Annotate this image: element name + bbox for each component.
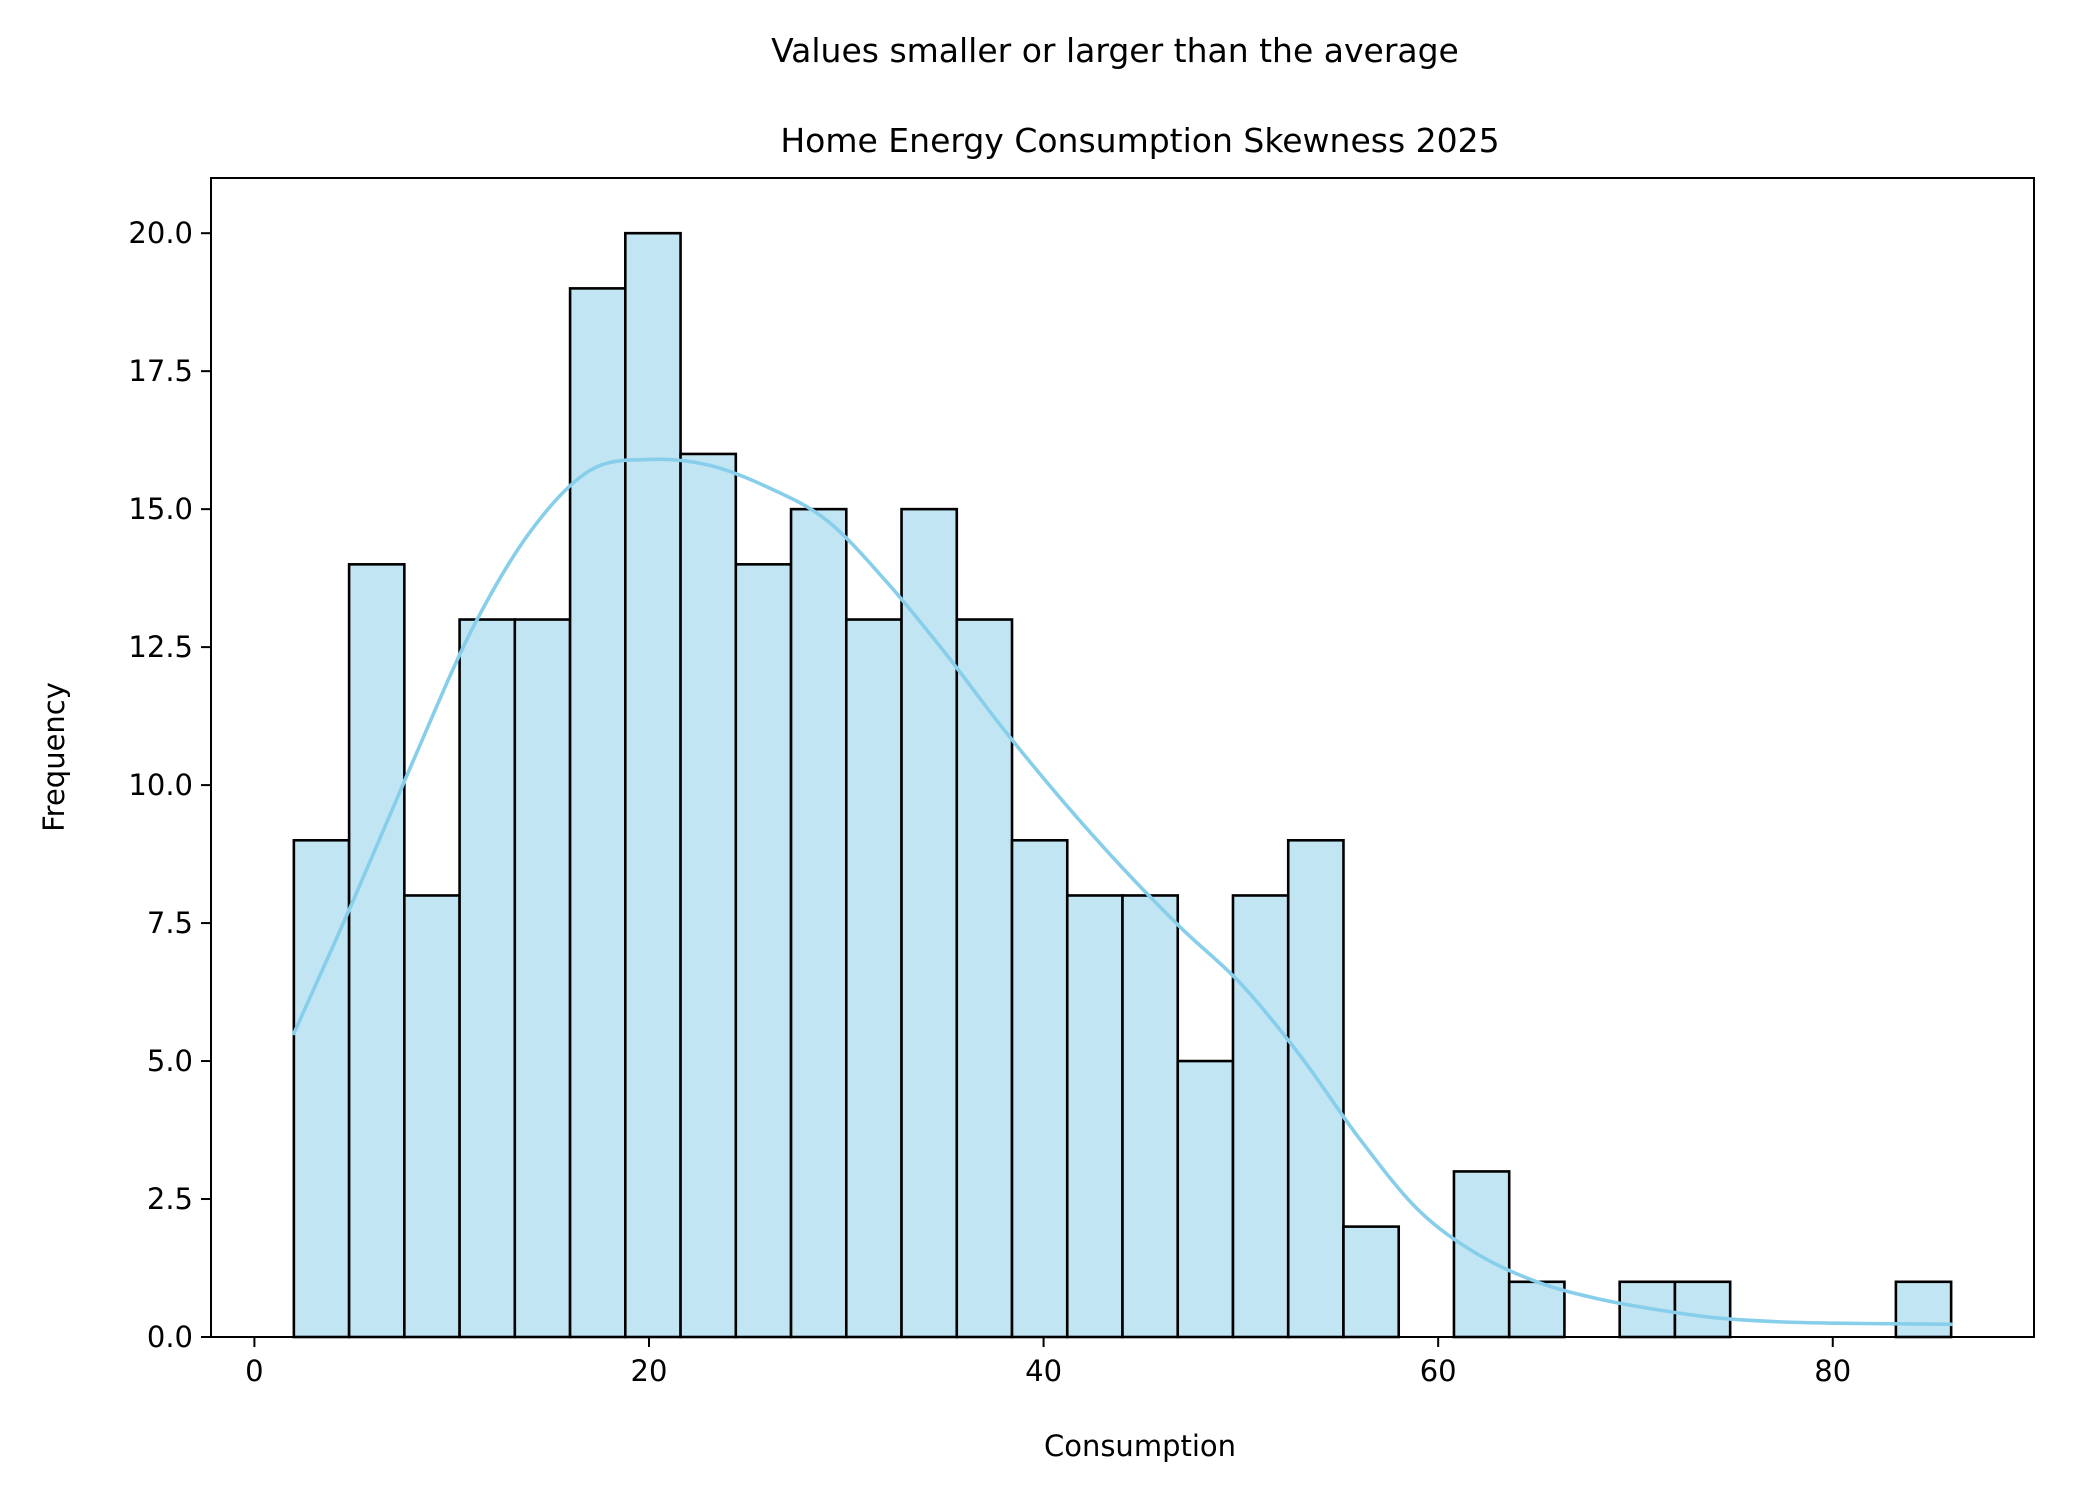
histogram-bar [292,838,351,1339]
histogram-bar [568,287,627,1339]
histogram-bar [1452,1170,1511,1339]
y-axis-label: Frequency [37,682,71,832]
histogram-bar [1286,838,1345,1339]
x-tick-label: 60 [1420,1354,1457,1388]
y-tick-label: 20.0 [128,216,193,250]
y-tick-label: 7.5 [147,906,193,940]
histogram-bar [1342,1225,1401,1339]
x-tick-label: 20 [631,1354,668,1388]
y-tick-label: 2.5 [147,1182,193,1216]
y-tick-label: 5.0 [147,1044,193,1078]
y-tick-label: 17.5 [128,354,193,388]
chart-suptitle: Values smaller or larger than the averag… [771,31,1459,70]
y-tick-label: 15.0 [128,492,193,526]
y-tick-label: 12.5 [128,630,193,664]
histogram-bar [1507,1280,1566,1339]
axes-frame [210,177,2035,1338]
histogram-bar [1065,894,1124,1339]
plot-area [292,231,1953,1339]
histogram-bar [734,563,793,1339]
x-tick-label: 40 [1025,1354,1062,1388]
histogram-bar [403,894,461,1339]
histogram-bar [624,231,682,1339]
x-tick-label: 80 [1814,1354,1851,1388]
histogram-bar [347,563,406,1339]
histogram-bar [844,618,903,1339]
y-tick-label: 0.0 [147,1320,193,1354]
histogram-bar [458,618,517,1339]
histogram-bar [1231,894,1290,1339]
chart-title: Home Energy Consumption Skewness 2025 [780,121,1499,160]
histogram-bar [1894,1280,1953,1339]
x-axis: 0 20 40 60 80 [245,1337,1851,1388]
histogram-bar [1121,894,1180,1339]
histogram-bar [679,452,738,1339]
histogram-bar [1176,1059,1235,1339]
histogram-bar [955,618,1014,1339]
y-axis: 0.0 2.5 5.0 7.5 10.0 12.5 15.0 17.5 20.0 [128,216,211,1354]
y-tick-label: 10.0 [128,768,193,802]
histogram-bar [789,507,848,1339]
histogram-bar [1010,838,1069,1339]
x-axis-label: Consumption [1044,1429,1236,1463]
x-tick-label: 0 [245,1354,263,1388]
histogram-bar [900,507,959,1339]
kde-curve [292,457,1953,1327]
histogram-bar [513,618,572,1339]
histogram-bar [1673,1280,1732,1339]
